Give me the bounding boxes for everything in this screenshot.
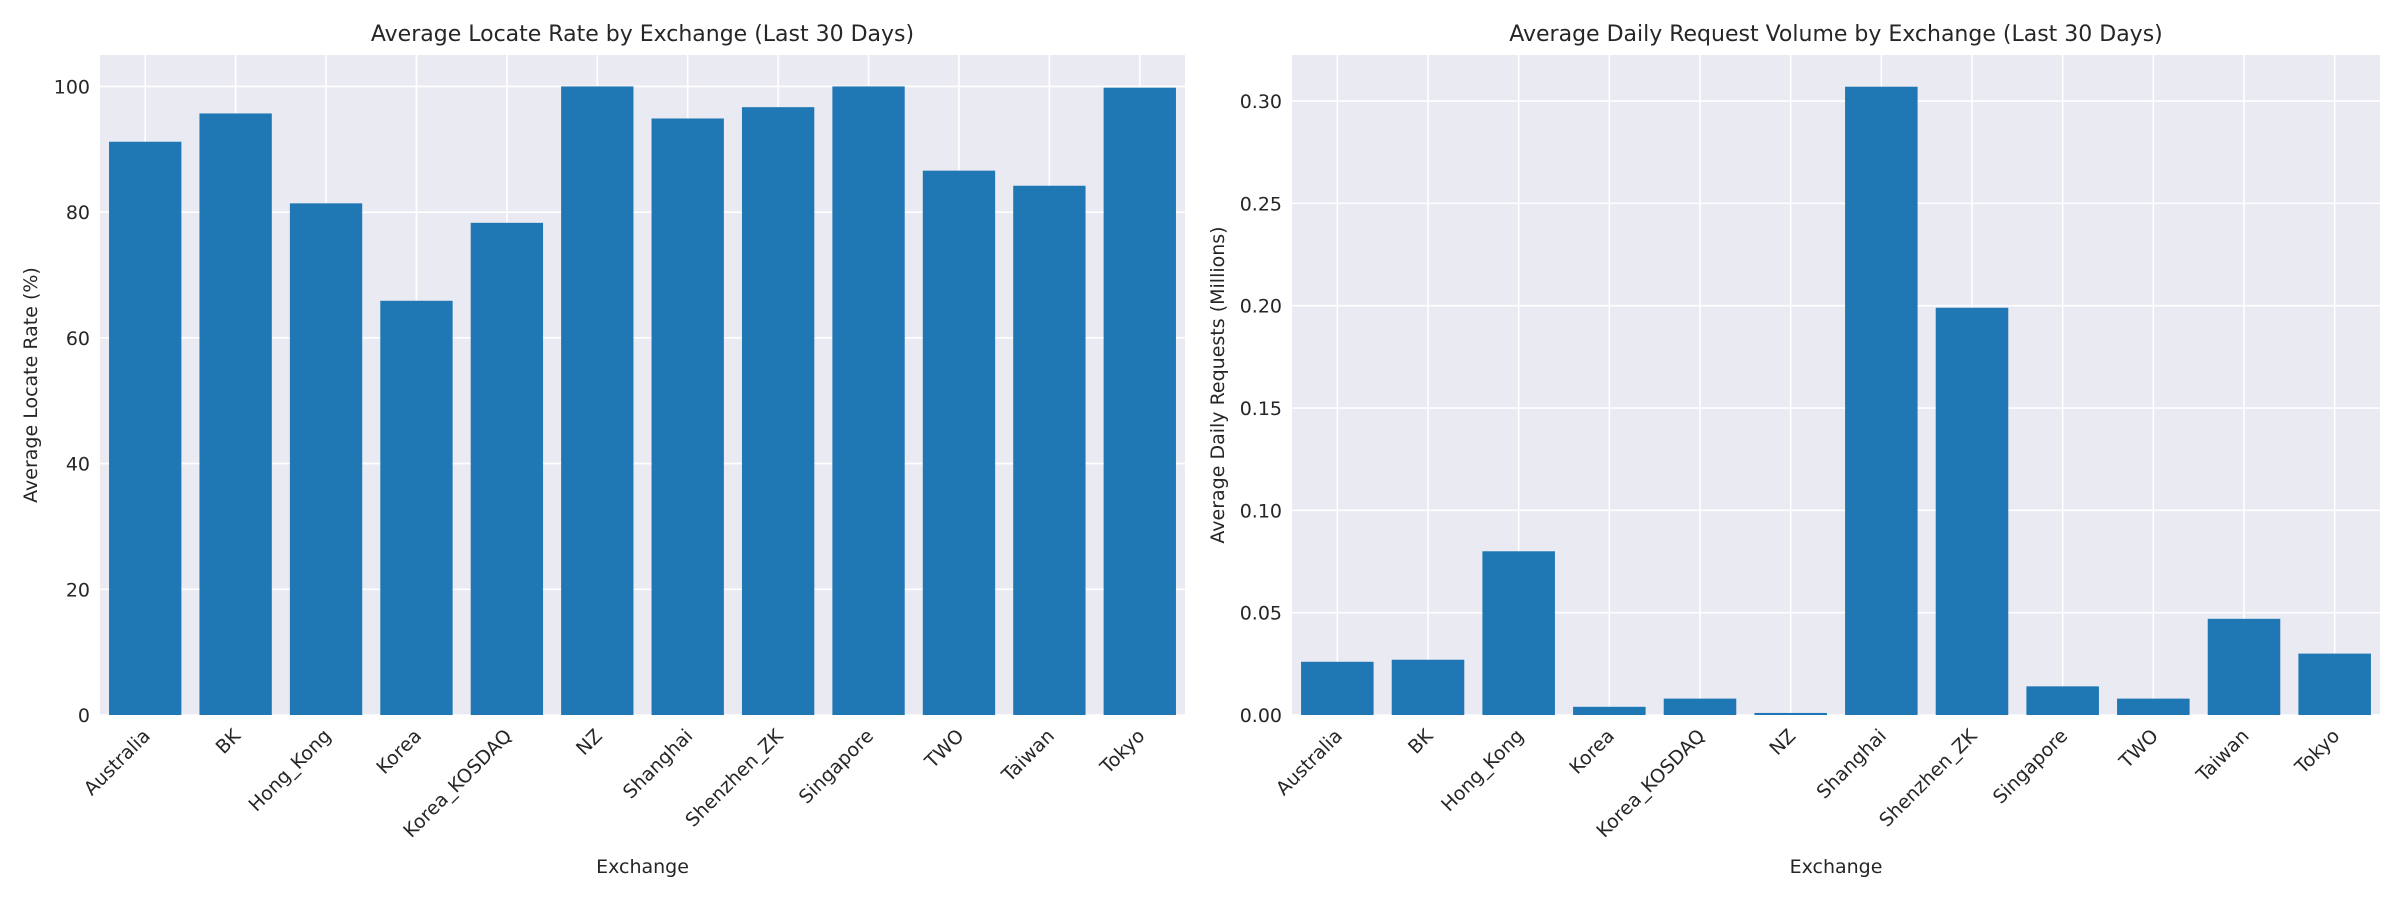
locate-rate-bar-shenzhen-zk: [741, 107, 815, 715]
request-volume-y-tick-label: 0.00: [1240, 705, 1282, 727]
locate-rate-bar-two: [922, 170, 996, 715]
request-volume-y-tick-label: 0.10: [1240, 500, 1282, 522]
request-volume-bar-shanghai: [1845, 86, 1918, 715]
request-volume-bar-bk: [1391, 659, 1465, 715]
locate-rate-x-axis-label: Exchange: [596, 856, 689, 878]
locate-rate-bar-shanghai: [651, 118, 724, 715]
locate-rate-bar-bk: [199, 113, 272, 715]
locate-rate-bar-australia: [109, 141, 182, 715]
locate-rate-y-tick-label: 80: [66, 202, 90, 224]
locate-rate-y-tick-label: 20: [66, 579, 90, 601]
request-volume-bar-shenzhen-zk: [1935, 307, 2009, 715]
locate-rate-y-tick-label: 60: [66, 328, 90, 350]
locate-rate-y-tick-label: 100: [54, 76, 90, 98]
locate-rate-y-tick-label: 0: [78, 705, 90, 727]
request-volume-bar-tokyo: [2298, 653, 2371, 715]
locate-rate-chart-title: Average Locate Rate by Exchange (Last 30…: [371, 22, 914, 47]
request-volume-y-tick-label: 0.30: [1240, 91, 1282, 113]
request-volume-bar-korea: [1573, 706, 1646, 715]
request-volume-bar-singapore: [2026, 686, 2099, 715]
locate-rate-y-axis-label: Average Locate Rate (%): [20, 267, 42, 503]
locate-rate-bars: [109, 86, 1176, 716]
locate-rate-bar-taiwan: [1013, 185, 1086, 715]
request-volume-bars: [1301, 86, 2371, 715]
locate-rate-bar-tokyo: [1103, 87, 1176, 715]
request-volume-y-tick-label: 0.20: [1240, 296, 1282, 318]
request-volume-y-axis-label: Average Daily Requests (Millions): [1207, 226, 1229, 543]
locate-rate-y-tick-label: 40: [66, 454, 90, 476]
request-volume-bar-korea-kosdaq: [1663, 698, 1737, 715]
locate-rate-bar-hong-kong: [289, 203, 363, 716]
request-volume-y-tick-labels: 0.00 0.05 0.10 0.15 0.20 0.25 0.30: [1240, 91, 1282, 727]
locate-rate-plot-area: [100, 55, 1185, 715]
request-volume-chart-title: Average Daily Request Volume by Exchange…: [1509, 22, 2163, 47]
request-volume-y-tick-label: 0.25: [1240, 193, 1282, 215]
locate-rate-bar-nz: [561, 86, 634, 715]
request-volume-bar-nz: [1754, 712, 1827, 715]
request-volume-bar-taiwan: [2207, 618, 2281, 715]
request-volume-bar-australia: [1301, 661, 1374, 715]
locate-rate-bar-singapore: [832, 86, 905, 715]
request-volume-y-tick-label: 0.15: [1240, 398, 1282, 420]
locate-rate-bar-korea-kosdaq: [470, 222, 544, 716]
request-volume-y-tick-label: 0.05: [1240, 603, 1282, 625]
request-volume-bar-hong-kong: [1482, 551, 1555, 715]
locate-rate-y-tick-labels: 0 20 40 60 80 100: [54, 76, 90, 727]
locate-rate-bar-korea: [380, 300, 453, 715]
request-volume-x-axis-label: Exchange: [1790, 856, 1883, 878]
request-volume-plot-area: [1292, 55, 2380, 715]
request-volume-bar-two: [2117, 698, 2190, 715]
